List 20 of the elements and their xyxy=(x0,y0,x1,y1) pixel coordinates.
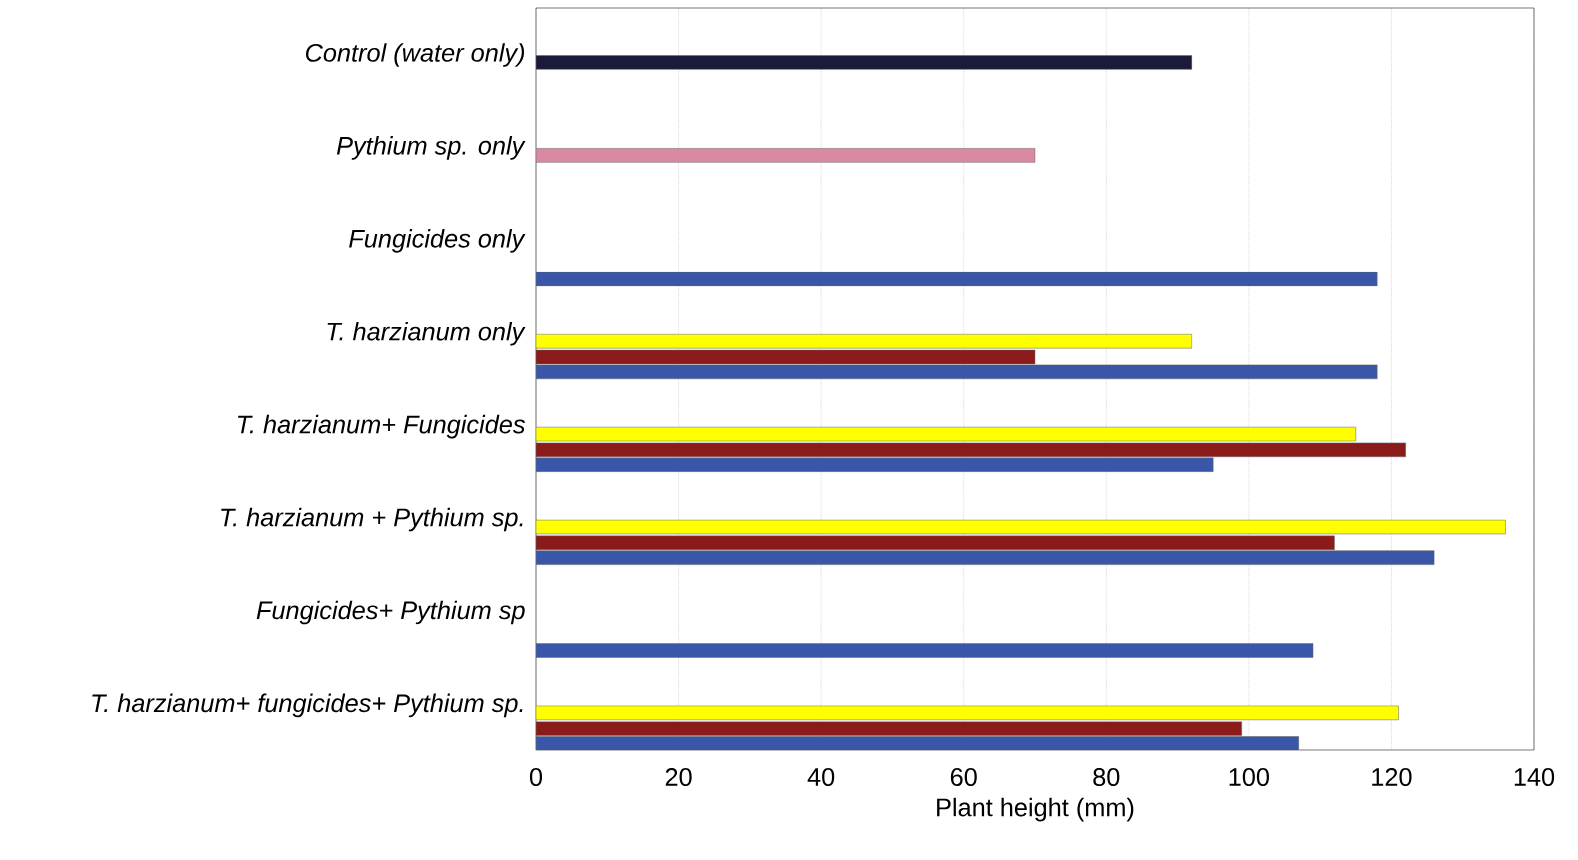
y-tick-label: T. harzianum + Pythium sp. xyxy=(221,507,523,532)
y-tick-label: Control (water only) xyxy=(305,43,525,67)
x-tick-label: 120 xyxy=(1372,768,1412,786)
y-tick-label: T. harzianum only xyxy=(327,321,526,346)
x-axis-title: Plant height (mm) xyxy=(937,797,1134,822)
x-tick-label: 80 xyxy=(1093,768,1120,786)
x-tick-label: 20 xyxy=(665,768,692,786)
bar xyxy=(536,643,1314,658)
y-tick-label: T. harzianum+ fungicides+ Pythium sp. xyxy=(92,693,523,718)
x-tick-label: 140 xyxy=(1514,768,1555,786)
x-tick-label: 40 xyxy=(807,768,835,786)
x-tick-label: 100 xyxy=(1229,768,1269,786)
bar xyxy=(536,271,1378,287)
bar xyxy=(536,148,1036,163)
x-tick-label: 60 xyxy=(950,768,977,786)
y-tick-label: Pythium sp. only xyxy=(336,136,526,160)
y-tick-label: T. harzianum+ Fungicides xyxy=(238,414,526,439)
x-tick-label: 0 xyxy=(529,768,543,786)
y-tick-label: Fungicides only xyxy=(349,229,526,253)
y-tick-label: Fungicides+ Pythium sp xyxy=(256,600,525,625)
